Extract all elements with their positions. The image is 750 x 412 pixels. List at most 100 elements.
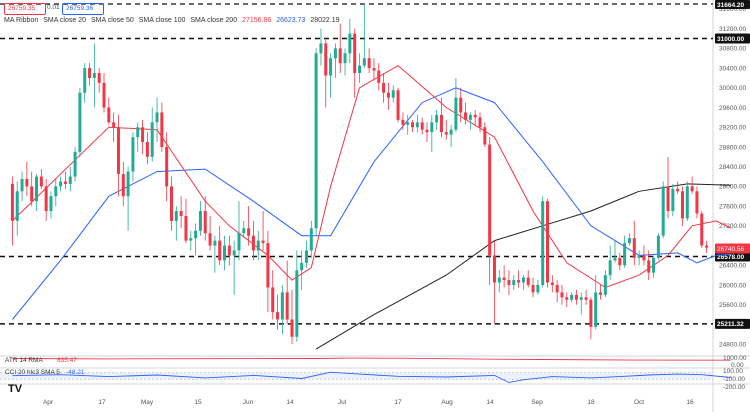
candle-body[interactable] <box>155 112 159 123</box>
candle-body[interactable] <box>666 186 670 212</box>
candle-body[interactable] <box>295 270 299 337</box>
candle-body[interactable] <box>507 280 511 285</box>
candle-body[interactable] <box>358 65 361 74</box>
candle-body[interactable] <box>68 176 72 184</box>
candle-body[interactable] <box>425 129 429 133</box>
candle-body[interactable] <box>338 48 342 64</box>
candle-body[interactable] <box>700 213 704 246</box>
candle-body[interactable] <box>300 262 304 271</box>
candle-body[interactable] <box>473 114 477 118</box>
candle-body[interactable] <box>512 280 516 285</box>
candle-body[interactable] <box>227 245 231 256</box>
candle-body[interactable] <box>594 292 598 327</box>
candle-body[interactable] <box>329 58 333 76</box>
candle-body[interactable] <box>502 277 506 281</box>
candle-body[interactable] <box>430 122 434 133</box>
candle-body[interactable] <box>603 275 607 295</box>
candle-body[interactable] <box>439 114 443 133</box>
candle-body[interactable] <box>406 122 410 125</box>
candle-body[interactable] <box>449 129 453 135</box>
candle-body[interactable] <box>247 228 251 236</box>
candle-body[interactable] <box>680 191 684 219</box>
candle-body[interactable] <box>141 127 145 143</box>
candle-body[interactable] <box>382 82 386 93</box>
candle-body[interactable] <box>237 233 241 251</box>
candle-body[interactable] <box>459 97 463 113</box>
candle-body[interactable] <box>189 238 193 241</box>
candle-body[interactable] <box>213 240 217 246</box>
candle-body[interactable] <box>492 255 496 283</box>
candle-body[interactable] <box>676 188 680 192</box>
candle-body[interactable] <box>550 282 554 285</box>
ask-price-box[interactable]: 26759.36 <box>62 3 104 15</box>
candle-body[interactable] <box>348 33 352 54</box>
candle-body[interactable] <box>652 257 656 273</box>
candle-body[interactable] <box>59 181 63 187</box>
candle-body[interactable] <box>526 277 530 285</box>
candle-body[interactable] <box>420 122 424 130</box>
candle-body[interactable] <box>411 122 415 128</box>
candle-body[interactable] <box>208 233 212 246</box>
candle-body[interactable] <box>92 73 96 78</box>
candle-body[interactable] <box>454 97 458 130</box>
candle-body[interactable] <box>63 181 67 184</box>
candle-body[interactable] <box>304 250 308 263</box>
candle-body[interactable] <box>266 243 270 288</box>
candle-body[interactable] <box>271 287 275 313</box>
candle-body[interactable] <box>488 144 492 256</box>
candle-body[interactable] <box>637 255 641 258</box>
candle-body[interactable] <box>396 90 400 120</box>
candle-body[interactable] <box>169 186 173 221</box>
candle-body[interactable] <box>20 179 24 192</box>
candle-body[interactable] <box>497 277 501 283</box>
candle-body[interactable] <box>531 284 535 293</box>
candle-body[interactable] <box>251 235 255 251</box>
candle-body[interactable] <box>377 70 381 83</box>
candle-body[interactable] <box>102 82 106 108</box>
candle-body[interactable] <box>541 201 545 285</box>
candle-body[interactable] <box>179 211 183 216</box>
candle-body[interactable] <box>536 284 540 293</box>
candle-body[interactable] <box>218 240 222 261</box>
candle-body[interactable] <box>49 196 53 212</box>
sma50-line[interactable] <box>12 87 731 320</box>
candle-body[interactable] <box>54 186 58 197</box>
candle-body[interactable] <box>685 186 689 219</box>
candle-body[interactable] <box>517 280 521 283</box>
candle-body[interactable] <box>25 179 29 187</box>
candle-body[interactable] <box>546 201 550 283</box>
sma20-line[interactable] <box>12 64 731 289</box>
candle-body[interactable] <box>256 240 260 251</box>
candle-body[interactable] <box>97 73 101 83</box>
candle-body[interactable] <box>314 53 318 229</box>
candle-body[interactable] <box>203 211 207 234</box>
candle-body[interactable] <box>613 257 617 261</box>
candle-body[interactable] <box>599 292 603 295</box>
candle-body[interactable] <box>584 297 588 300</box>
candle-body[interactable] <box>126 171 130 197</box>
candle-body[interactable] <box>276 312 280 320</box>
candle-body[interactable] <box>444 132 448 135</box>
candle-body[interactable] <box>324 43 328 76</box>
candle-body[interactable] <box>343 53 347 64</box>
candle-body[interactable] <box>198 211 202 231</box>
ribbon-legend[interactable]: MA Ribbon SMA close 20 SMA close 50 SMA … <box>4 17 343 24</box>
candle-body[interactable] <box>608 260 612 276</box>
candle-body[interactable] <box>415 122 419 128</box>
candle-body[interactable] <box>30 186 34 202</box>
candle-body[interactable] <box>39 176 43 187</box>
candle-body[interactable] <box>319 43 323 54</box>
candle-body[interactable] <box>656 235 660 258</box>
candle-body[interactable] <box>589 299 593 327</box>
candle-body[interactable] <box>565 297 569 300</box>
candle-body[interactable] <box>627 238 631 244</box>
candle-body[interactable] <box>261 240 265 244</box>
candle-body[interactable] <box>579 297 583 300</box>
candle-body[interactable] <box>116 127 120 175</box>
candle-body[interactable] <box>15 191 19 221</box>
candle-body[interactable] <box>232 250 236 256</box>
candle-body[interactable] <box>574 294 578 300</box>
candle-body[interactable] <box>555 284 559 293</box>
